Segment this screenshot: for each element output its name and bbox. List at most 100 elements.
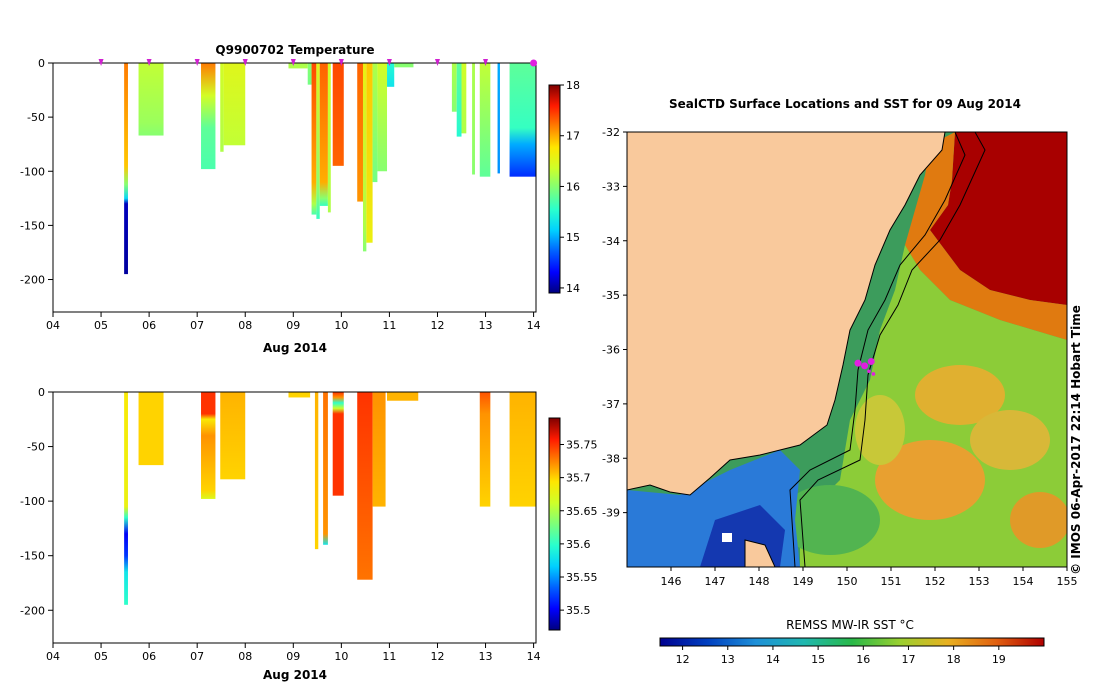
x-tick-label: 13 <box>479 650 493 663</box>
ctd-location <box>867 369 871 374</box>
sst-colorbar-ticks: 12 13 14 15 16 17 18 19 <box>676 646 1006 666</box>
x-tick-label: 10 <box>334 650 348 663</box>
profile-column <box>319 63 328 206</box>
colorbar-tick-label: 35.6 <box>566 538 591 551</box>
colorbar-tick-label: 35.75 <box>566 439 598 452</box>
profile-column <box>323 392 328 545</box>
temperature-plot-frame <box>52 62 537 313</box>
day-marker <box>338 59 344 66</box>
day-marker <box>242 59 248 66</box>
salinity-colorbar <box>548 417 561 631</box>
map-y-tick-label: -36 <box>602 344 620 357</box>
sst-cool-patch <box>780 485 880 555</box>
x-tick-label: 12 <box>430 650 444 663</box>
map-y-tick-label: -32 <box>602 126 620 139</box>
x-tick-label: 12 <box>430 319 444 332</box>
colorbar-tick-label: 35.5 <box>566 604 591 617</box>
colorbar-tick-label: 17 <box>566 130 580 143</box>
day-marker <box>530 59 538 67</box>
day-marker <box>290 59 296 66</box>
map-axes: 146 147 148 149 150 151 152 153 154 155 -32 -33 -34 -… <box>602 126 1077 588</box>
sst-warm-eddy-3 <box>970 410 1050 470</box>
profile-column <box>394 63 414 68</box>
salinity-axes: 04 05 06 07 08 09 10 11 12 13 14 0 -50 -100 -150 -200 <box>20 386 541 663</box>
map-x-tick-label: 155 <box>1057 575 1078 588</box>
profile-column <box>332 63 344 166</box>
bathymetry-contour-2 <box>799 132 986 567</box>
profile-column <box>220 392 246 480</box>
day-marker <box>194 59 200 66</box>
profile-column <box>387 63 395 87</box>
colorbar-tick-label: 15 <box>566 231 580 244</box>
sst-warm-eddy-2 <box>915 365 1005 425</box>
x-tick-label: 07 <box>190 319 204 332</box>
sst-map-panel: SealCTD Surface Locations and SST for 09… <box>602 97 1083 666</box>
x-tick-label: 04 <box>46 650 60 663</box>
profile-column <box>138 63 164 136</box>
sst-map <box>627 132 1067 567</box>
temperature-title: Q9900702 Temperature <box>215 43 374 57</box>
profile-column <box>201 392 216 499</box>
y-tick-label: -150 <box>20 550 45 563</box>
profile-column <box>456 63 462 137</box>
profile-column <box>307 63 312 85</box>
sst-warm-band <box>905 132 1067 340</box>
temperature-colorbar <box>548 84 561 294</box>
sst-colorbar-tick-label: 18 <box>947 653 961 666</box>
salinity-colorbar-ticks: 35.75 35.7 35.65 35.6 35.55 35.5 <box>560 439 598 617</box>
colorbar-tick-label: 18 <box>566 79 580 92</box>
map-x-tick-label: 152 <box>925 575 946 588</box>
sst-colorbar-tick-label: 12 <box>676 653 690 666</box>
sst-colorbar-label: REMSS MW-IR SST °C <box>786 618 914 632</box>
sst-colorbar-tick-label: 17 <box>901 653 915 666</box>
y-tick-label: -150 <box>20 219 45 232</box>
x-tick-label: 05 <box>94 319 108 332</box>
salinity-profiles <box>124 392 536 605</box>
x-tick-label: 11 <box>382 650 396 663</box>
colorbar-tick-label: 16 <box>566 180 580 193</box>
x-tick-label: 08 <box>238 650 252 663</box>
profile-column <box>509 392 536 507</box>
sst-warm-eddy-4 <box>855 395 905 465</box>
map-x-tick-label: 149 <box>793 575 814 588</box>
profile-column <box>387 392 419 401</box>
x-tick-label: 14 <box>527 319 541 332</box>
map-y-tick-label: -38 <box>602 452 620 465</box>
y-tick-label: 0 <box>38 386 45 399</box>
x-tick-label: 08 <box>238 319 252 332</box>
profile-column <box>124 63 128 275</box>
colorbar-tick-label: 14 <box>566 282 580 295</box>
salinity-plot-frame <box>52 391 537 644</box>
salinity-xlabel: Aug 2014 <box>263 668 327 682</box>
map-x-tick-label: 148 <box>749 575 770 588</box>
ctd-location <box>871 372 876 376</box>
profile-column <box>509 63 536 177</box>
ctd-location <box>861 362 869 370</box>
ctd-location <box>854 359 862 367</box>
salinity-panel: 04 05 06 07 08 09 10 11 12 13 14 0 -50 -100 -150 -200 A… <box>20 386 597 682</box>
day-marker <box>146 59 152 66</box>
sst-warm-eddy-1 <box>875 440 985 520</box>
seal-ctd-locations <box>854 357 876 376</box>
map-x-tick-label: 154 <box>1013 575 1034 588</box>
colorbar-tick-label: 35.65 <box>566 505 598 518</box>
profile-column <box>332 392 344 496</box>
profile-column <box>479 63 491 177</box>
y-tick-label: -100 <box>20 495 45 508</box>
profile-column <box>362 63 367 252</box>
profile-column <box>357 63 363 202</box>
land-flinders-island <box>744 539 776 567</box>
profile-column <box>124 392 128 605</box>
map-y-tick-label: -35 <box>602 289 620 302</box>
map-y-tick-label: -37 <box>602 398 620 411</box>
profile-column <box>372 63 378 183</box>
profile-column <box>311 63 317 215</box>
x-tick-label: 13 <box>479 319 493 332</box>
colorbar-tick-label: 35.55 <box>566 571 598 584</box>
profile-column <box>327 63 331 213</box>
x-tick-label: 04 <box>46 319 60 332</box>
day-marker <box>483 59 489 66</box>
sst-warm-eddy-5 <box>1010 492 1067 548</box>
sst-colorbar-tick-label: 13 <box>721 653 735 666</box>
sst-colorbar-tick-label: 15 <box>811 653 825 666</box>
